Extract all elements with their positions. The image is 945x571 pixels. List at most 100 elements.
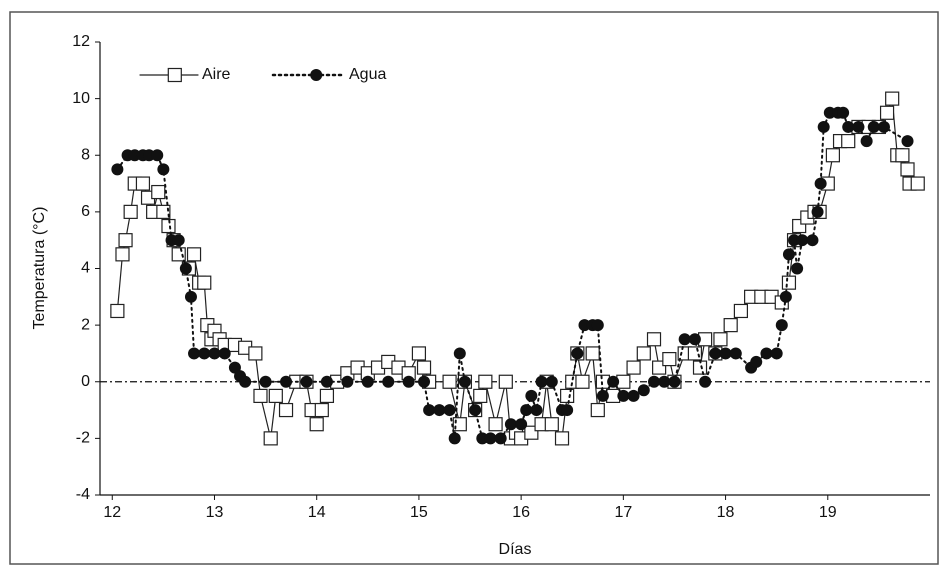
y-tick-label: 10 [72, 90, 90, 107]
data-point [825, 148, 840, 163]
data-point [161, 218, 176, 234]
legend-marker [310, 69, 323, 81]
data-point [118, 233, 133, 248]
y-tick-label: 8 [81, 146, 90, 163]
data-point [484, 432, 497, 445]
data-point [157, 163, 170, 176]
data-point [648, 375, 661, 388]
data-point [488, 417, 503, 432]
data-point [197, 275, 212, 290]
data-point [867, 120, 880, 133]
data-point [115, 247, 130, 262]
data-point [852, 120, 865, 133]
data-point [263, 431, 278, 446]
data-point [453, 347, 466, 360]
data-point [268, 388, 283, 404]
y-tick-label: -2 [76, 430, 90, 447]
data-point [478, 374, 493, 389]
data-point [494, 432, 507, 445]
data-point [525, 389, 538, 402]
data-point [811, 205, 824, 218]
data-point [402, 375, 415, 388]
data-point [770, 347, 783, 360]
data-point [239, 375, 252, 388]
data-point [699, 375, 712, 388]
data-point [842, 120, 855, 133]
data-point [775, 319, 788, 332]
data-point [590, 402, 605, 418]
data-point [473, 388, 488, 404]
data-point [617, 389, 630, 402]
y-tick-label: 12 [72, 33, 90, 50]
data-point [309, 417, 324, 432]
x-tick-label: 12 [103, 504, 121, 521]
data-point [535, 375, 548, 388]
data-point [709, 347, 722, 360]
data-point [637, 384, 650, 397]
data-point [796, 234, 809, 247]
data-point [280, 375, 293, 388]
data-point [218, 347, 231, 360]
data-point [561, 404, 574, 417]
data-point [300, 375, 313, 388]
data-point [544, 417, 559, 432]
data-point [156, 204, 171, 219]
data-point [186, 247, 202, 262]
data-point [416, 360, 432, 375]
x-tick-label: 16 [512, 504, 530, 521]
data-point [782, 248, 795, 261]
data-point [184, 290, 197, 303]
data-point [498, 374, 513, 389]
x-tick-label: 17 [614, 504, 632, 521]
data-point [314, 402, 329, 418]
data-point [596, 389, 609, 402]
data-point [151, 149, 164, 162]
data-point [910, 176, 925, 191]
data-point [636, 346, 651, 361]
x-axis-title: Días [499, 541, 532, 558]
x-tick-label: 13 [206, 504, 224, 521]
data-point [418, 375, 431, 388]
data-point [151, 184, 166, 200]
data-point [837, 106, 850, 119]
data-point [626, 360, 641, 375]
data-point [885, 91, 900, 106]
data-point [469, 404, 482, 417]
data-point [172, 234, 185, 247]
data-point [575, 374, 590, 389]
data-point [248, 346, 263, 361]
data-point [520, 404, 533, 417]
legend-marker [167, 67, 182, 83]
data-point [817, 120, 830, 133]
data-point [433, 404, 446, 417]
data-point [198, 347, 211, 360]
data-point [253, 388, 268, 404]
data-point [458, 375, 471, 388]
data-point [319, 388, 335, 404]
data-point [278, 402, 294, 418]
data-point [341, 375, 354, 388]
data-point [688, 333, 701, 346]
data-point [423, 404, 436, 417]
data-point [733, 303, 748, 319]
x-tick-label: 14 [308, 504, 326, 521]
data-point [607, 375, 620, 388]
data-point [895, 148, 910, 163]
data-point [188, 347, 201, 360]
data-point [411, 346, 427, 361]
data-point [179, 262, 192, 275]
y-tick-label: 2 [81, 316, 90, 333]
data-point [729, 347, 742, 360]
x-tick-label: 18 [717, 504, 735, 521]
data-point [750, 355, 763, 368]
data-point [504, 418, 517, 431]
y-tick-label: 4 [81, 260, 90, 277]
data-point [627, 389, 640, 402]
x-tick-label: 15 [410, 504, 428, 521]
data-point [878, 120, 891, 133]
data-point [760, 347, 773, 360]
data-point [723, 318, 738, 333]
data-point [860, 135, 873, 148]
data-point [719, 347, 732, 360]
data-point [646, 332, 662, 347]
